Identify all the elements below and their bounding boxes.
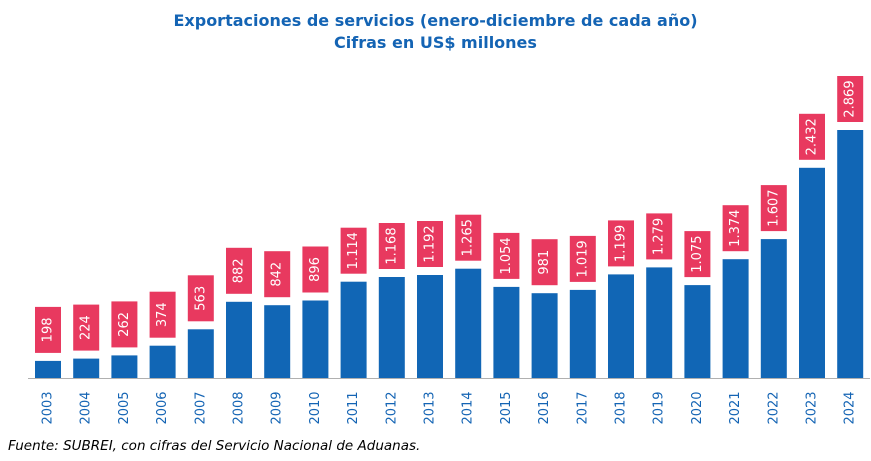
data-label-2016: 981	[537, 250, 552, 275]
x-tick-label-2019: 2019	[652, 391, 667, 424]
x-tick-label-2004: 2004	[79, 391, 94, 424]
data-label-2011: 1.114	[346, 232, 361, 269]
data-label-2019: 1.279	[652, 218, 667, 255]
data-label-2006: 374	[155, 302, 170, 327]
x-tick-label-2018: 2018	[614, 391, 629, 424]
data-label-box-2024	[837, 76, 864, 122]
data-label-box-2021	[722, 205, 749, 252]
data-label-box-2016	[531, 239, 558, 286]
data-label-2005: 262	[117, 312, 132, 337]
data-label-box-2003	[35, 306, 61, 353]
data-label-2007: 563	[193, 286, 208, 311]
x-tick-label-2015: 2015	[499, 391, 514, 424]
bar-2006	[149, 345, 176, 378]
data-label-box-2015	[493, 232, 520, 279]
data-label-box-2008	[226, 247, 252, 294]
bar-2018	[608, 274, 634, 378]
data-label-2018: 1.199	[614, 225, 629, 262]
bar-2004	[73, 358, 100, 378]
x-tick-label-2003: 2003	[41, 391, 56, 424]
data-label-2023: 2.432	[805, 118, 820, 155]
data-label-box-2005	[111, 301, 138, 348]
bar-2005	[111, 355, 138, 378]
data-label-box-2022	[760, 185, 787, 232]
bar-2013	[417, 275, 443, 378]
bar-2010	[302, 300, 329, 378]
data-label-box-2020	[684, 231, 711, 278]
x-tick-label-2006: 2006	[155, 391, 170, 424]
bar-2003	[35, 360, 61, 378]
data-label-box-2018	[608, 220, 634, 267]
bar-2017	[569, 289, 596, 378]
bar-2008	[226, 301, 252, 378]
x-tick-label-2010: 2010	[308, 391, 323, 424]
data-label-box-2014	[455, 214, 482, 261]
data-label-2015: 1.054	[499, 237, 514, 274]
bar-2012	[378, 277, 405, 378]
data-label-box-2010	[302, 246, 329, 293]
x-tick-label-2012: 2012	[384, 391, 399, 424]
data-label-2008: 882	[232, 258, 247, 283]
data-label-box-2004	[73, 304, 100, 351]
x-tick-label-2022: 2022	[766, 391, 781, 424]
data-label-box-2011	[340, 227, 367, 274]
bar-2019	[646, 267, 673, 378]
bar-2014	[455, 268, 482, 378]
x-tick-label-2007: 2007	[193, 391, 208, 424]
bar-2007	[187, 329, 214, 378]
source-note: Fuente: SUBREI, con cifras del Servicio …	[8, 438, 421, 454]
bar-2021	[722, 259, 749, 378]
data-label-2010: 896	[308, 257, 323, 282]
x-tick-label-2024: 2024	[843, 391, 858, 424]
data-label-2024: 2.869	[843, 80, 858, 117]
x-tick-label-2011: 2011	[346, 391, 361, 424]
bar-2015	[493, 286, 520, 378]
data-label-2021: 1.374	[728, 210, 743, 247]
data-label-2022: 1.607	[766, 189, 781, 226]
data-label-box-2009	[264, 251, 291, 298]
x-tick-label-2021: 2021	[728, 391, 743, 424]
x-tick-label-2005: 2005	[117, 391, 132, 424]
data-label-box-2006	[149, 291, 176, 338]
chart-subtitle: Cifras en US$ millones	[334, 33, 537, 52]
x-tick-label-2009: 2009	[270, 391, 285, 424]
data-label-2004: 224	[79, 315, 94, 340]
data-label-box-2007	[187, 275, 214, 322]
bar-2024	[837, 130, 864, 378]
x-tick-label-2008: 2008	[232, 391, 247, 424]
x-tick-label-2013: 2013	[423, 391, 438, 424]
bar-2023	[799, 167, 825, 378]
data-label-2003: 198	[41, 317, 56, 342]
data-label-2014: 1.265	[461, 219, 476, 256]
data-label-2017: 1.019	[575, 240, 590, 277]
x-tick-label-2016: 2016	[537, 391, 552, 424]
x-tick-label-2023: 2023	[805, 391, 820, 424]
x-tick-label-2014: 2014	[461, 391, 476, 424]
x-tick-label-2020: 2020	[690, 391, 705, 424]
data-label-box-2013	[417, 221, 443, 267]
data-label-2009: 842	[270, 262, 285, 287]
bar-2016	[531, 293, 558, 378]
bar-chart: 198 2003 224 2004 262 2005 374 2006 563 2007 882 20…	[28, 76, 870, 425]
data-label-box-2017	[569, 235, 596, 282]
data-label-2020: 1.075	[690, 235, 705, 272]
bar-2020	[684, 285, 711, 378]
data-label-box-2019	[646, 213, 673, 260]
x-tick-label-2017: 2017	[575, 391, 590, 424]
data-label-box-2012	[378, 223, 405, 269]
chart-title: Exportaciones de servicios (enero-diciem…	[173, 11, 698, 30]
bar-2009	[264, 305, 291, 378]
bar-2022	[760, 239, 787, 378]
data-label-2012: 1.168	[384, 227, 399, 264]
data-label-2013: 1.192	[423, 225, 438, 262]
data-label-box-2023	[799, 113, 825, 160]
chart-title-block: Exportaciones de servicios (enero-diciem…	[0, 10, 871, 54]
bar-2011	[340, 281, 367, 378]
